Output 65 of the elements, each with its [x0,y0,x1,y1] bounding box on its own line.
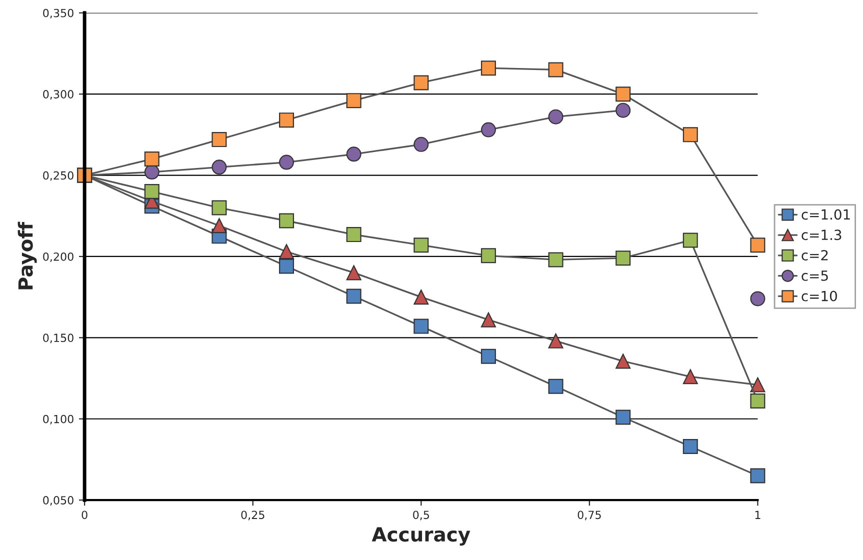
x-tick-label: 0 [82,510,88,520]
point [480,348,496,364]
y-tick-label: 0,100 [43,414,74,424]
legend-label: c=10 [802,290,837,302]
point [279,112,294,128]
y-tick-label: 0,150 [43,334,74,344]
point [212,200,227,216]
point [346,93,362,108]
point [682,232,698,248]
y-tick-label: 0,050 [43,496,74,506]
y-tick-label: 0,300 [43,90,74,100]
point [750,238,766,253]
x-tick-label: 0,5 [413,510,430,520]
y-tick-label: 0,350 [43,8,74,18]
legend-label: c=5 [802,270,828,281]
x-tick-label: 1 [755,510,760,519]
point [346,146,362,162]
legend-label: c=1.01 [802,209,850,220]
point [144,184,160,200]
point [750,394,766,409]
point [548,333,564,348]
point [548,109,564,124]
point [682,369,698,384]
point [616,354,631,369]
point [682,438,698,454]
x-tick-label: 0,25 [241,510,264,520]
point [212,160,227,175]
point [750,468,766,484]
point [480,312,496,328]
point [144,164,160,180]
point [480,248,496,264]
point [279,244,294,260]
legend-label: c=1.3 [802,230,842,240]
point [414,318,429,334]
point [346,288,362,304]
point [750,291,766,306]
point [480,122,496,138]
point [682,127,698,142]
point [750,377,766,392]
point [414,290,429,305]
y-axis-title: Payoff [18,222,37,290]
point [212,132,227,148]
point [414,136,429,152]
point [414,75,429,90]
x-tick-label: 0,75 [578,510,601,520]
point [548,252,564,268]
point [279,154,294,170]
point [616,250,631,266]
y-tick-label: 0,250 [43,171,74,181]
point [212,218,227,234]
point [346,265,362,280]
y-tick-label: 0,200 [43,252,74,262]
point [548,62,564,78]
point [616,102,631,118]
legend-label: c=2 [802,250,828,261]
point [279,213,294,228]
point [279,258,294,274]
x-axis-title: Accuracy [372,527,470,546]
point [144,152,160,167]
point [414,238,429,253]
point [616,410,631,425]
point [480,60,496,76]
point [346,227,362,242]
point [548,378,564,394]
point [616,86,631,102]
